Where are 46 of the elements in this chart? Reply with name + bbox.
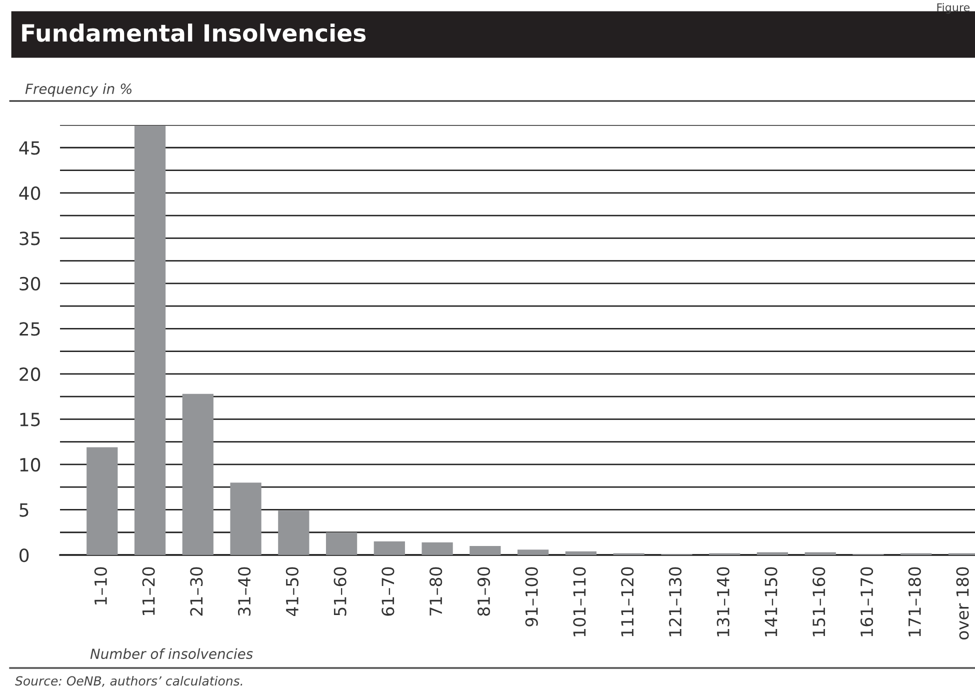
x-tick-label: 21–30 xyxy=(190,567,203,616)
y-tick-label: 30 xyxy=(20,276,40,291)
y-tick-label: 45 xyxy=(19,141,40,155)
x-tick-label: 91–100 xyxy=(525,567,538,626)
x-axis-title: Number of insolvencies xyxy=(90,648,253,660)
x-tick-label: 1–10 xyxy=(94,567,107,604)
bar xyxy=(470,546,501,555)
x-tick-label: 161–170 xyxy=(860,567,874,636)
x-tick-label: 11–20 xyxy=(142,567,155,616)
chart-title: Fundamental Insolvencies xyxy=(22,24,366,42)
x-tick-label: 101–110 xyxy=(573,567,586,636)
y-tick-label: 35 xyxy=(20,232,40,246)
y-tick-label: 15 xyxy=(20,412,40,426)
bar xyxy=(374,541,405,555)
x-tick-label: 61–70 xyxy=(382,567,394,616)
y-tick-label: 25 xyxy=(20,322,40,336)
x-tick-label: 41–50 xyxy=(286,567,298,616)
x-tick-label: 131–140 xyxy=(716,567,730,636)
bar xyxy=(86,447,118,555)
x-tick-label: 141–150 xyxy=(764,567,778,636)
y-tick-label: 20 xyxy=(20,367,40,382)
bar xyxy=(134,126,166,555)
x-tick-label: 151–160 xyxy=(812,567,826,636)
bar xyxy=(565,551,597,555)
y-tick-label: 0 xyxy=(20,548,29,562)
x-tick-label: 51–60 xyxy=(334,567,346,616)
x-tick-label: over 180 xyxy=(956,567,969,640)
x-tick-label: 111–120 xyxy=(621,567,634,636)
bar xyxy=(756,552,788,555)
x-tick-label: 171–180 xyxy=(908,567,921,636)
y-tick-label: 10 xyxy=(20,458,40,472)
bar xyxy=(326,532,358,555)
x-tick-label: 31–40 xyxy=(238,567,251,616)
bar xyxy=(518,550,549,555)
x-tick-label: 121–130 xyxy=(668,567,682,636)
bar xyxy=(422,542,453,555)
bar xyxy=(804,552,836,555)
bar xyxy=(230,482,262,555)
x-tick-label: 71–80 xyxy=(430,567,442,616)
bar xyxy=(182,394,214,555)
y-tick-label: 5 xyxy=(20,503,28,517)
y-tick-label: 40 xyxy=(19,186,40,200)
y-axis-title: Frequency in % xyxy=(25,83,132,97)
source-note: Source: OeNB, authors’ calculations. xyxy=(15,676,242,687)
x-tick-label: 81–90 xyxy=(477,567,490,616)
bar xyxy=(278,510,310,555)
